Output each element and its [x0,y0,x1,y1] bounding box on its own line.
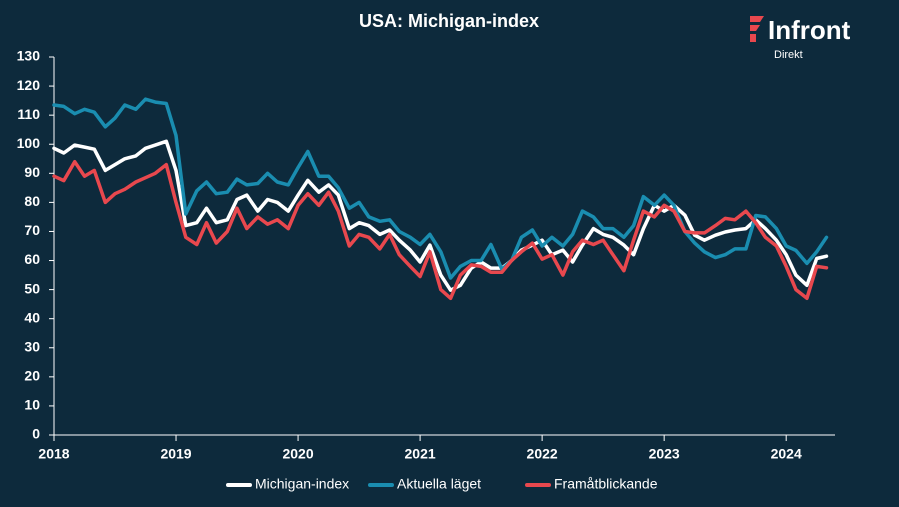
legend-label: Aktuella läget [397,476,481,492]
x-tick-label: 2024 [771,446,802,462]
y-tick-label: 90 [24,164,40,180]
x-tick-label: 2023 [649,446,680,462]
series-line [52,139,829,292]
y-tick-label: 20 [24,368,40,384]
y-tick-label: 30 [24,338,40,354]
y-tick-label: 70 [24,222,40,238]
series-line [52,159,829,301]
logo: Infront Direkt [750,15,851,61]
x-tick-label: 2020 [282,446,313,462]
x-tick-label: 2022 [527,446,558,462]
logo-sub: Direkt [774,49,803,61]
x-tick-label: 2018 [38,446,69,462]
y-tick-label: 130 [17,48,41,64]
legend-label: Michigan-index [255,476,349,492]
y-tick-label: 110 [17,106,40,122]
legend-label: Framåtblickande [554,476,658,492]
y-tick-label: 40 [24,309,40,325]
x-tick-label: 2019 [160,446,191,462]
y-tick-label: 120 [17,77,41,93]
y-tick-label: 50 [24,280,40,296]
y-tick-label: 0 [32,426,40,442]
y-tick-label: 80 [24,193,40,209]
chart-title: USA: Michigan-index [359,11,539,31]
logo-icon [750,16,764,42]
x-tick-label: 2021 [405,446,436,462]
series-line [52,97,829,280]
y-tick-label: 100 [17,135,41,151]
logo-name: Infront [768,15,851,45]
y-tick-label: 10 [24,397,40,413]
y-tick-label: 60 [24,251,40,267]
